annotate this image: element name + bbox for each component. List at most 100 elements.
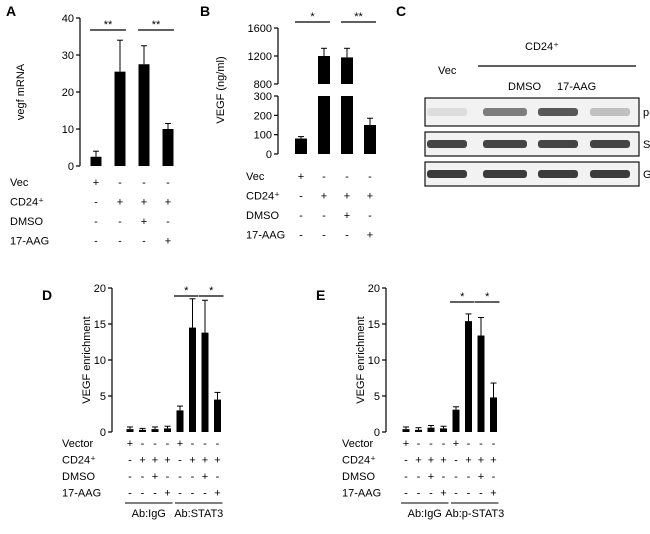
bar [490, 397, 497, 432]
condition-sign: + [478, 455, 484, 467]
condition-sign: + [344, 210, 350, 222]
condition-sign: + [189, 455, 195, 467]
condition-sign: + [428, 471, 434, 483]
condition-sign: - [178, 455, 182, 467]
condition-sign: - [153, 488, 157, 500]
condition-sign: - [128, 455, 132, 467]
condition-sign: + [440, 455, 446, 467]
condition-sign: + [403, 438, 409, 450]
blot-band [427, 170, 467, 178]
significance-label: ** [152, 19, 161, 31]
condition-sign: - [454, 488, 458, 500]
y-axis-label: VEGF enrichment [81, 316, 93, 403]
condition-sign: - [141, 438, 145, 450]
bar-upper [318, 56, 330, 84]
condition-sign: + [321, 191, 327, 203]
condition-sign: + [165, 236, 171, 248]
condition-label: CD24⁺ [62, 455, 96, 467]
bar [151, 429, 159, 432]
condition-sign: + [490, 455, 496, 467]
bar [427, 427, 435, 432]
condition-sign: + [141, 216, 147, 228]
blot-17aag-label: 17-AAG [557, 81, 596, 93]
condition-sign: - [118, 216, 122, 228]
condition-sign: - [404, 488, 408, 500]
condition-sign: + [202, 471, 208, 483]
condition-sign: - [141, 471, 145, 483]
condition-sign: - [479, 488, 483, 500]
condition-sign: - [142, 236, 146, 248]
condition-label: DMSO [10, 216, 43, 228]
blot-cd24-label: CD24⁺ [525, 41, 559, 53]
condition-sign: - [203, 488, 207, 500]
condition-sign: - [345, 171, 349, 183]
group-label: Ab:STAT3 [174, 508, 223, 520]
condition-sign: - [299, 191, 303, 203]
condition-sign: + [152, 455, 158, 467]
bar [452, 409, 460, 432]
significance-label: * [184, 285, 189, 297]
blot-band [590, 140, 630, 148]
significance-label: * [485, 291, 490, 303]
group-label: Ab:p-STAT3 [445, 508, 504, 520]
condition-sign: + [465, 455, 471, 467]
y-tick-label: 10 [94, 355, 106, 367]
condition-sign: + [344, 191, 350, 203]
condition-sign: - [94, 216, 98, 228]
condition-sign: - [166, 438, 170, 450]
y-tick-label: 5 [100, 391, 106, 403]
condition-label: 17-AAG [62, 488, 101, 500]
condition-sign: - [442, 471, 446, 483]
condition-sign: - [368, 210, 372, 222]
condition-sign: + [440, 488, 446, 500]
condition-label: Vec [246, 171, 265, 183]
panel-letter-b: B [200, 3, 210, 19]
bar [402, 429, 410, 432]
blot-band [483, 140, 527, 148]
y-tick-label: 20 [368, 283, 380, 295]
condition-sign: - [429, 438, 433, 450]
condition-sign: - [467, 488, 471, 500]
blot-band [590, 108, 630, 116]
condition-sign: + [164, 488, 170, 500]
significance-label: * [460, 291, 465, 303]
blot-band [427, 108, 467, 116]
y-tick-label: 0 [374, 427, 380, 439]
bar [440, 428, 447, 432]
condition-sign: - [404, 471, 408, 483]
y-tick-label: 20 [62, 87, 74, 99]
condition-sign: + [127, 438, 133, 450]
condition-label: 17-AAG [342, 488, 381, 500]
condition-label: 17-AAG [10, 236, 49, 248]
panel-letter-d: D [42, 287, 52, 303]
condition-sign: + [164, 455, 170, 467]
condition-sign: + [202, 455, 208, 467]
condition-sign: - [128, 488, 132, 500]
condition-sign: - [166, 216, 170, 228]
y-tick-label: 0 [68, 161, 74, 173]
blot-vec-label: Vec [438, 65, 457, 77]
y-tick-label: 10 [62, 124, 74, 136]
condition-sign: - [141, 488, 145, 500]
bar [162, 129, 174, 166]
condition-sign: - [429, 488, 433, 500]
bar [189, 327, 196, 432]
blot-band [427, 140, 467, 148]
y-tick-label: 10 [368, 355, 380, 367]
bar [201, 332, 209, 432]
bar [90, 156, 102, 166]
bar [114, 71, 126, 166]
y-tick-label: 20 [94, 283, 106, 295]
condition-sign: - [216, 471, 220, 483]
condition-label: CD24⁺ [10, 197, 44, 209]
significance-label: * [310, 11, 315, 23]
condition-sign: + [428, 455, 434, 467]
bar [126, 429, 134, 432]
condition-label: DMSO [342, 471, 375, 483]
blot-band [538, 170, 578, 178]
y-tick-label: 300 [254, 91, 272, 103]
chart-a: 0 10 20 30 40 vegf mRNA ** ** Vec + - - - CD24⁺ - + + + DM… [10, 13, 174, 248]
condition-sign: + [165, 197, 171, 209]
